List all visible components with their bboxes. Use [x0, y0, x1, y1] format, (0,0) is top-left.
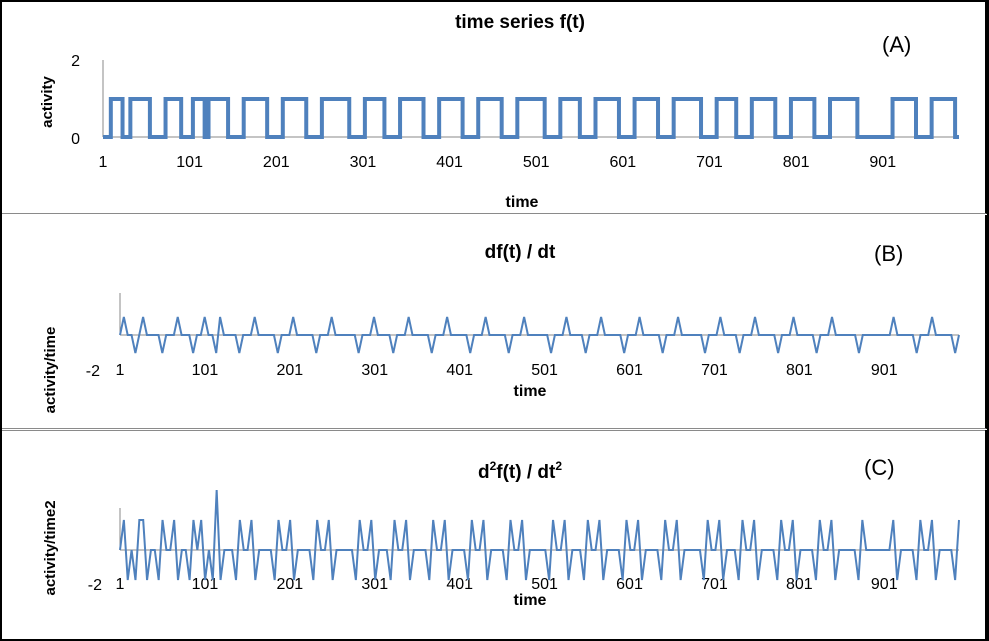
chart-a-panel-tag: (A) [882, 32, 911, 57]
chart-a-x-tick-label: 401 [436, 154, 463, 171]
chart-b-y-label: activity/time [42, 327, 59, 414]
chart-b-x-tick-label: 701 [701, 362, 728, 379]
chart-a-x-tick-label: 701 [696, 154, 723, 171]
chart-b-panel-tag: (B) [874, 241, 903, 266]
chart-b-x-label: time [514, 383, 547, 400]
chart-c-x-tick-label: 101 [192, 576, 219, 593]
panel-b: df(t) / dt (B) activity/time -2 1 101 201 3… [2, 215, 987, 429]
chart-c-x-tick-label: 901 [871, 576, 898, 593]
chart-c-x-tick-label: 701 [701, 576, 728, 593]
chart-b-series-line [119, 316, 960, 354]
chart-b-x-tick-label: 1 [116, 362, 125, 379]
chart-a-x-label: time [506, 194, 539, 211]
chart-a-x-tick-label: 801 [783, 154, 810, 171]
chart-a-x-tick-label: 101 [176, 154, 203, 171]
chart-c-svg: d2f(t) / dt2 (C) activity/time2 -2 1 101 2… [42, 455, 960, 609]
chart-c-x-tick-label: 801 [786, 576, 813, 593]
chart-b-x-tick-label: 801 [786, 362, 813, 379]
chart-b-x-tick-label: 401 [446, 362, 473, 379]
chart-a-x-tick-label: 201 [263, 154, 290, 171]
chart-a-y-label: activity [39, 75, 56, 127]
chart-c-x-tick-label: 601 [616, 576, 643, 593]
chart-a-x-tick-label: 301 [350, 154, 377, 171]
chart-c-x-label: time [514, 592, 547, 609]
chart-a-y-tick-bottom: 0 [71, 131, 80, 148]
chart-b-x-tick-label: 301 [361, 362, 388, 379]
panel-a: time series f(t) (A) activity 2 0 1 101 20… [2, 2, 987, 214]
chart-c-x-tick-label: 1 [116, 576, 125, 593]
chart-b-title: df(t) / dt [485, 242, 556, 263]
chart-c-y-label: activity/time2 [42, 500, 59, 595]
chart-a-title: time series f(t) [455, 12, 585, 33]
chart-b-x-tick-label: 201 [276, 362, 303, 379]
chart-a-x-tick-label: 901 [869, 154, 896, 171]
chart-a-svg: time series f(t) (A) activity 2 0 1 101 20… [39, 12, 959, 211]
chart-b-x-tick-label: 501 [531, 362, 558, 379]
chart-a-x-tick-label: 1 [99, 154, 108, 171]
chart-c-panel-tag: (C) [864, 455, 895, 480]
chart-a-x-tick-label: 501 [523, 154, 550, 171]
chart-a-x-tick-label: 601 [609, 154, 636, 171]
chart-c-y-tick: -2 [88, 577, 102, 594]
chart-c-series-line [119, 489, 960, 581]
panel-c: d2f(t) / dt2 (C) activity/time2 -2 1 101 2… [2, 430, 987, 639]
chart-a-y-tick-top: 2 [71, 53, 80, 70]
chart-b-x-tick-label: 901 [871, 362, 898, 379]
chart-c-x-tick-label: 301 [361, 576, 388, 593]
chart-a-series-line [103, 97, 959, 139]
chart-c-x-tick-label: 201 [276, 576, 303, 593]
chart-b-x-tick-label: 101 [192, 362, 219, 379]
chart-c-title: d2f(t) / dt2 [478, 459, 562, 483]
chart-b-y-tick: -2 [86, 363, 100, 380]
chart-c-x-tick-label: 501 [531, 576, 558, 593]
chart-c-x-tick-label: 401 [446, 576, 473, 593]
chart-b-x-tick-label: 601 [616, 362, 643, 379]
chart-b-svg: df(t) / dt (B) activity/time -2 1 101 201 3… [42, 241, 960, 414]
